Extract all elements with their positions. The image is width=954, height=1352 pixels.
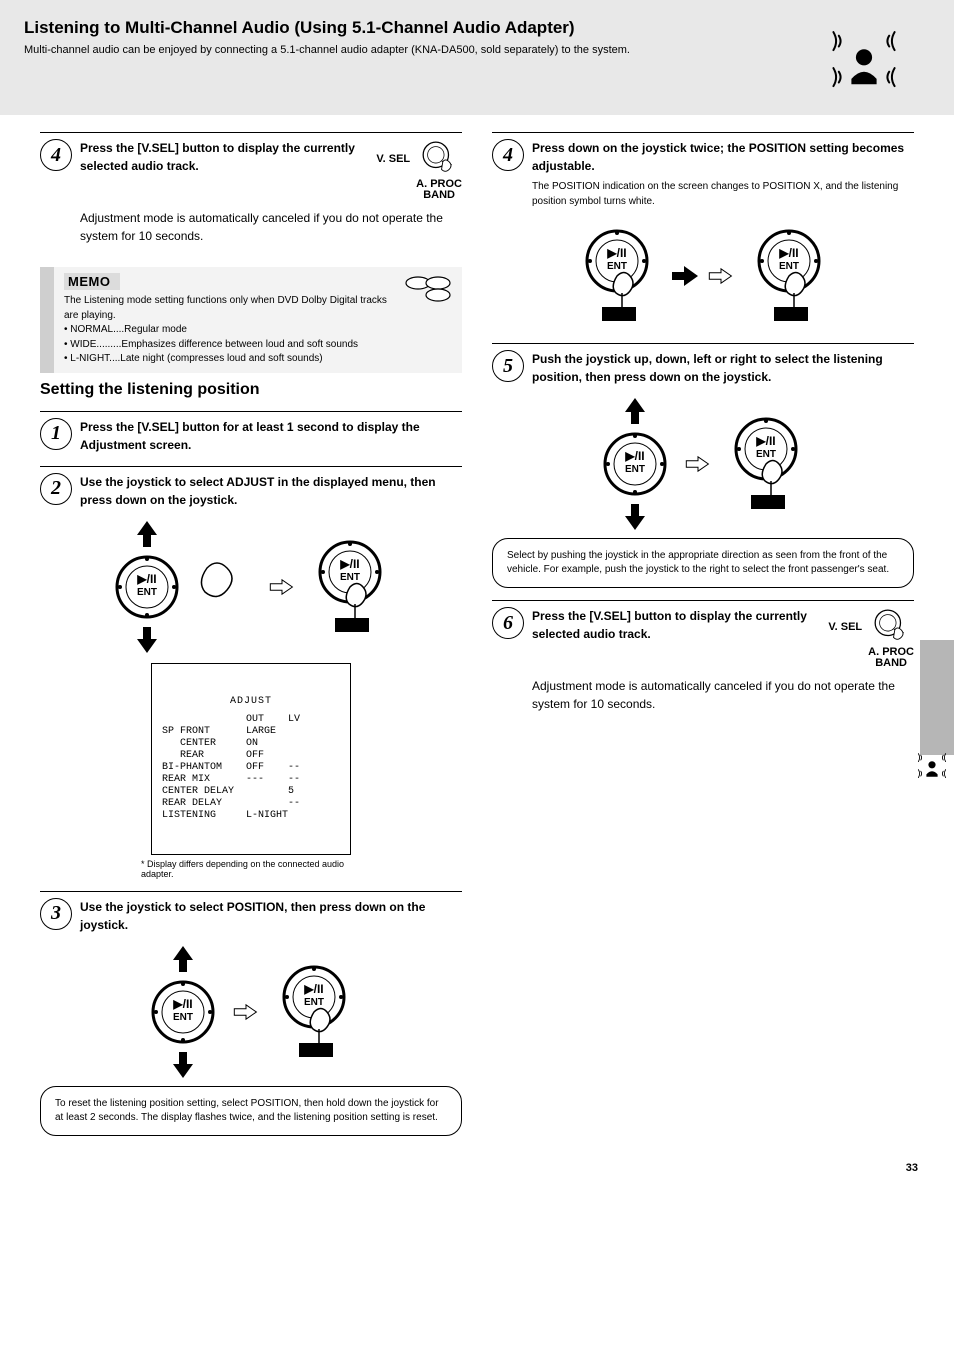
step1-text: Press the [V.SEL] button for at least 1 … — [80, 420, 420, 452]
step4b-graphic — [492, 221, 914, 331]
step2-text: Use the joystick to select ADJUST in the… — [80, 475, 436, 507]
step2-graphic — [40, 521, 462, 653]
arrow-down-icon — [173, 1052, 193, 1078]
step6-text: Press the [V.SEL] button to display the … — [532, 609, 807, 641]
vsel-label-top: V. SEL — [376, 153, 410, 165]
arrow-solid-right-icon — [672, 266, 698, 286]
step-4-badge: 4 — [40, 139, 72, 171]
rotary-press-icon — [269, 957, 359, 1067]
step4a-note: Adjustment mode is automatically cancele… — [80, 209, 462, 245]
arrow-right-icon — [685, 451, 711, 477]
vsel-button-icon — [420, 139, 458, 177]
display-caption: * Display differs depending on the conne… — [141, 859, 361, 879]
memo-line-3: • L-NIGHT....Late night (compresses loud… — [64, 352, 454, 367]
step4a-heading: Press the [V.SEL] button to display the … — [80, 141, 355, 173]
section-title-listening-position: Setting the listening position — [40, 381, 462, 399]
memo-line-1: • NORMAL....Regular mode — [64, 323, 454, 338]
step4b-text: Press down on the joystick twice; the PO… — [532, 141, 904, 173]
memo-heading: MEMO — [64, 273, 120, 290]
step4b-sub: The POSITION indication on the screen ch… — [532, 179, 914, 209]
page-subtitle: Multi-channel audio can be enjoyed by co… — [24, 44, 930, 56]
memo-box: MEMO The Listening mode setting function… — [40, 267, 462, 373]
rotary-press-icon — [572, 221, 662, 331]
memo-line-2: • WIDE.........Emphasizes difference bet… — [64, 338, 454, 353]
right-column: 4 Press down on the joystick twice; the … — [492, 120, 914, 1142]
display-title: ADJUST — [162, 696, 340, 708]
side-tab-icon — [912, 746, 952, 787]
step5-text: Push the joystick up, down, left or righ… — [532, 352, 883, 384]
arrow-up-icon — [173, 946, 193, 972]
step-5-badge: 5 — [492, 350, 524, 382]
arrow-right-icon — [233, 999, 259, 1025]
step5-graphic — [492, 398, 914, 530]
rotary-press-icon — [721, 409, 811, 519]
arrow-right-icon — [708, 263, 734, 289]
step-6-badge: 6 — [492, 607, 524, 639]
step3-graphic — [40, 946, 462, 1078]
rotary-icon — [107, 547, 187, 627]
step-3-badge: 3 — [40, 898, 72, 930]
memo-line-0: The Listening mode setting functions onl… — [64, 294, 454, 323]
side-tab — [920, 640, 954, 755]
rotary-hand-icon — [197, 558, 259, 608]
step-1-badge: 1 — [40, 418, 72, 450]
step5-tip: Select by pushing the joystick in the ap… — [492, 538, 914, 588]
page-title: Listening to Multi-Channel Audio (Using … — [24, 18, 930, 38]
step-2-badge: 2 — [40, 473, 72, 505]
step3-tip: To reset the listening position setting,… — [40, 1086, 462, 1136]
display-simulation: ADJUST OUT LV SP FRONT LARGE CENTER ON R… — [151, 663, 351, 855]
step6-note: Adjustment mode is automatically cancele… — [532, 677, 914, 713]
vsel-button-icon — [872, 607, 910, 645]
rotary-press-icon — [744, 221, 834, 331]
vsel-label-top: V. SEL — [828, 621, 862, 633]
band-label: BAND — [423, 189, 455, 201]
page-number: 33 — [906, 1162, 918, 1174]
arrow-up-icon — [625, 398, 645, 424]
arrow-down-icon — [137, 627, 157, 653]
header-band: Listening to Multi-Channel Audio (Using … — [0, 0, 954, 115]
rotary-press-icon — [305, 532, 395, 642]
rotary-icon — [595, 424, 675, 504]
rotary-icon — [143, 972, 223, 1052]
soundperson-icon — [819, 18, 909, 98]
step3-text: Use the joystick to select POSITION, the… — [80, 900, 425, 932]
memo-ellipse-icon — [404, 273, 454, 303]
arrow-up-icon — [137, 521, 157, 547]
left-column: 4 Press the [V.SEL] button to display th… — [40, 120, 462, 1142]
band-label: BAND — [875, 657, 907, 669]
arrow-down-icon — [625, 504, 645, 530]
step-4b-badge: 4 — [492, 139, 524, 171]
arrow-right-icon — [269, 574, 295, 600]
